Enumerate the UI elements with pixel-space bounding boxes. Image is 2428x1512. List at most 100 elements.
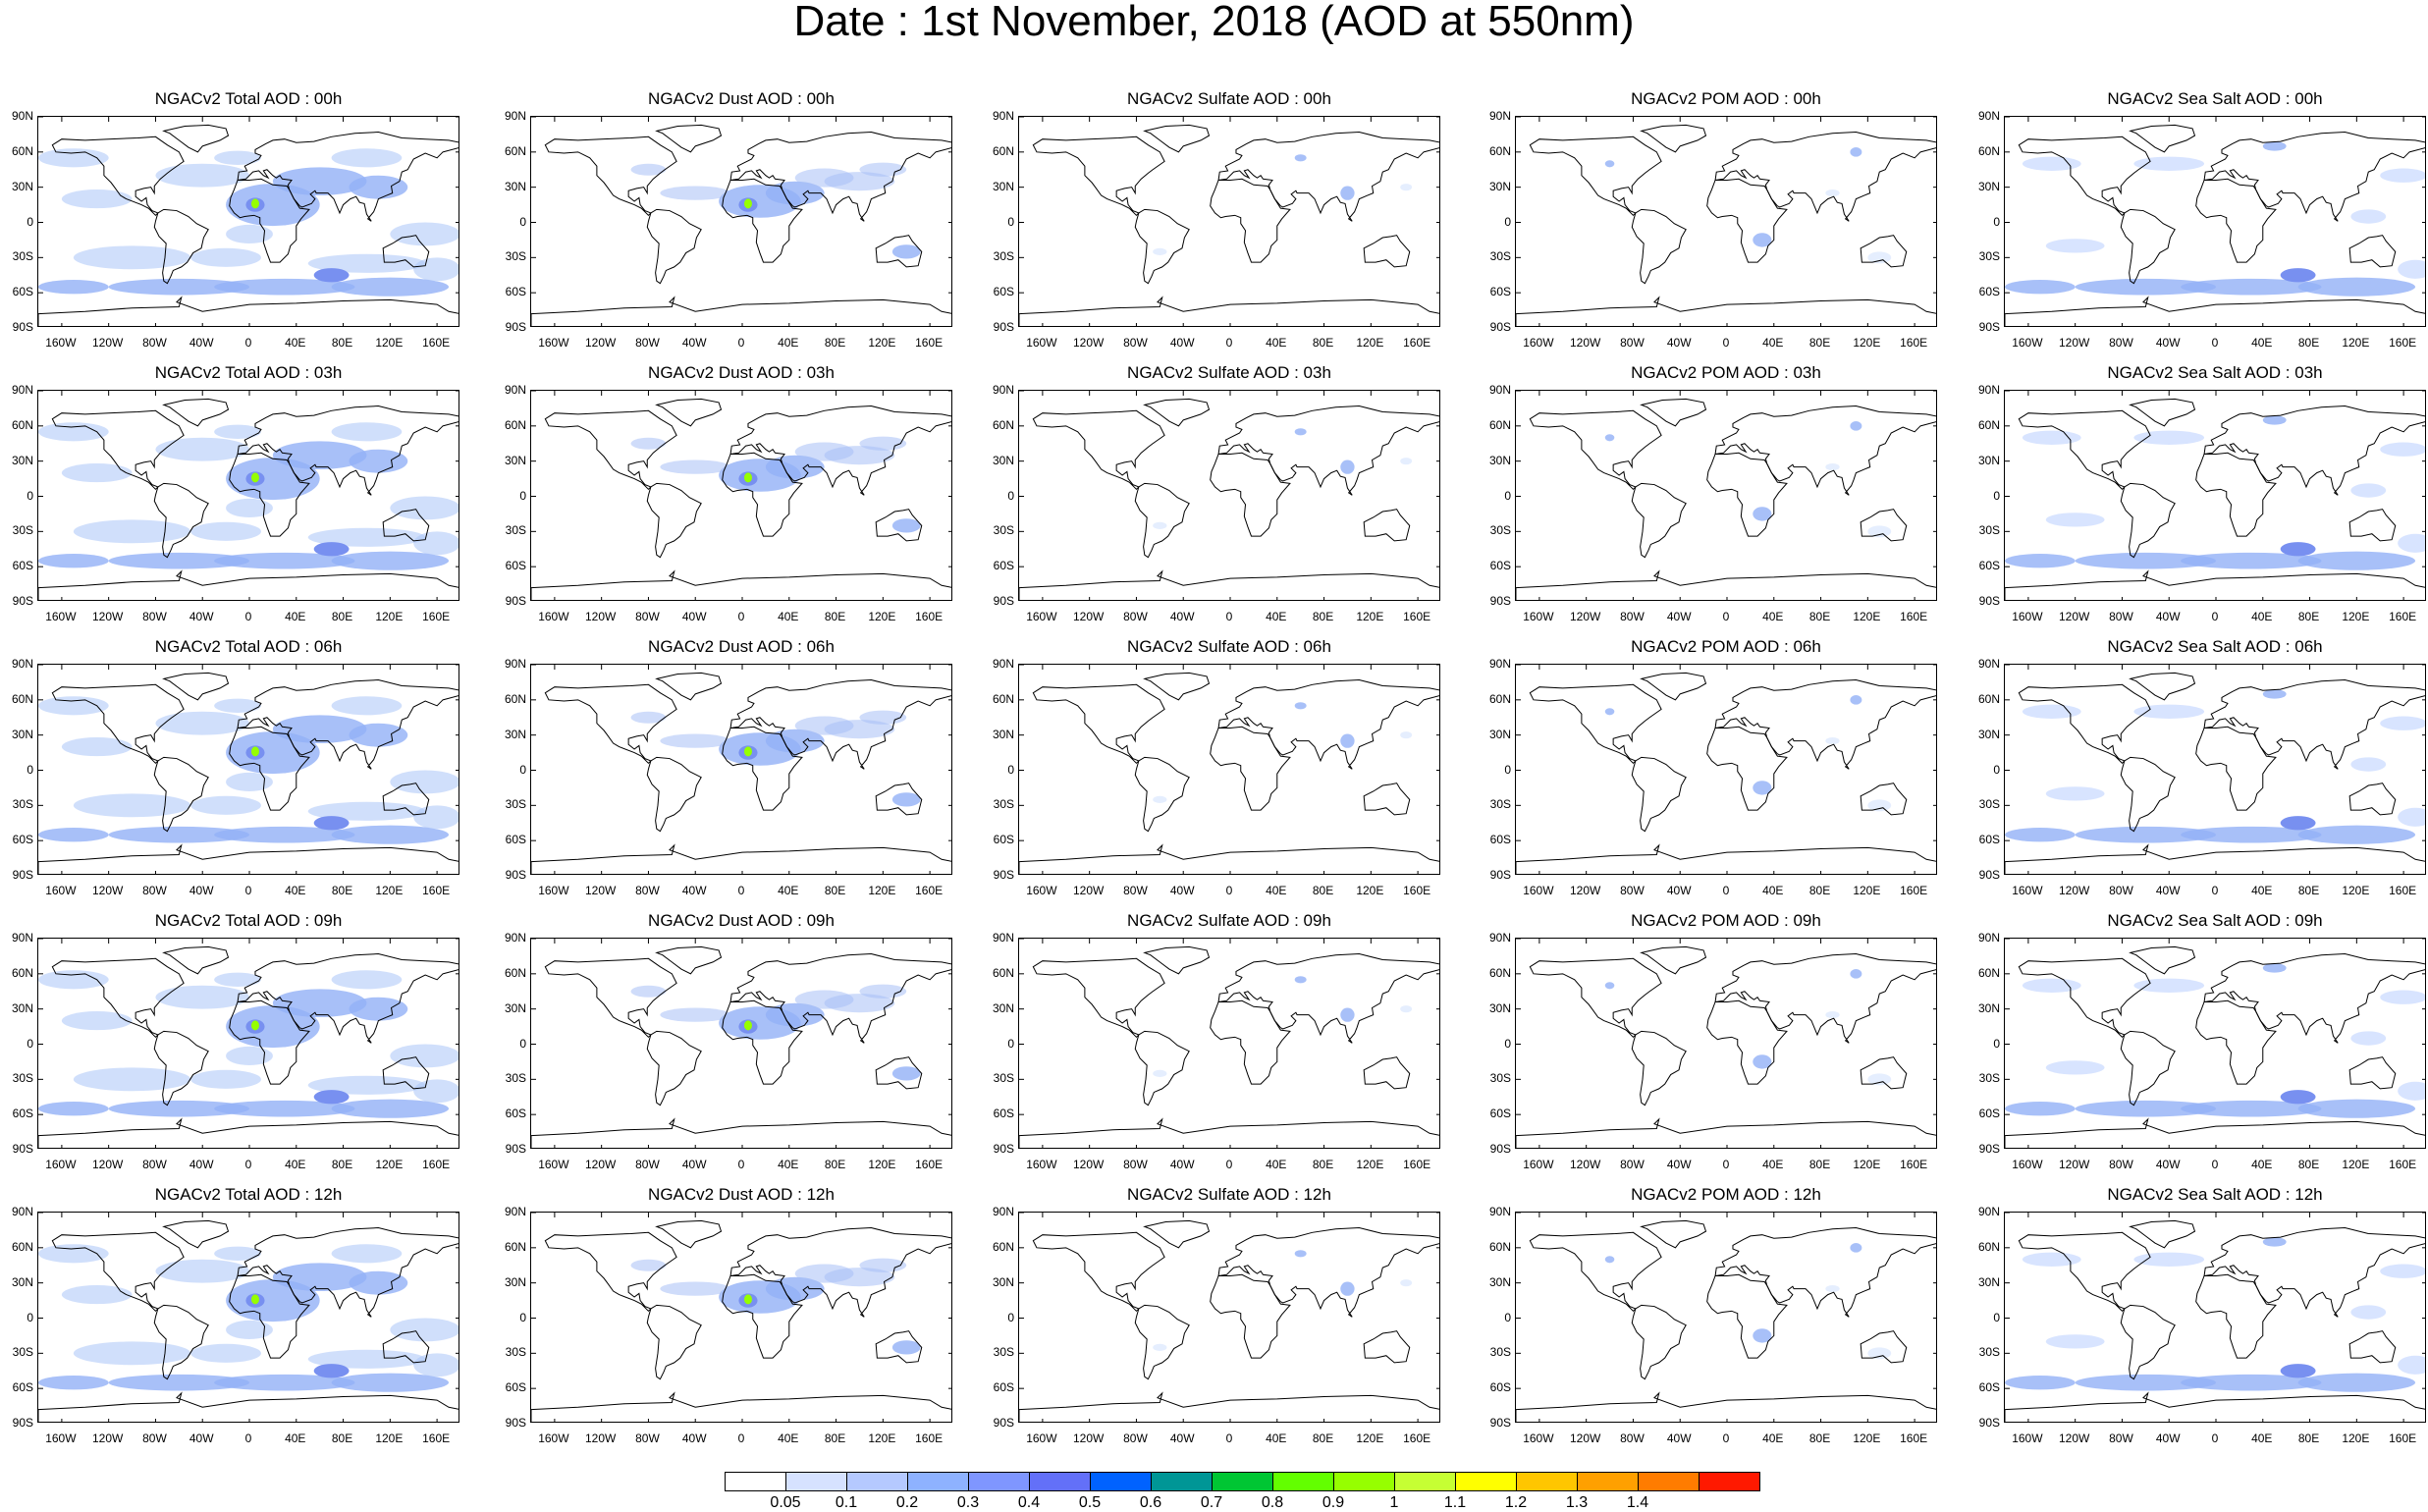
aod-field-patch	[413, 257, 459, 282]
aod-field-patch	[331, 825, 450, 844]
coastline	[2195, 452, 2277, 537]
aod-field-patch	[660, 733, 731, 748]
coastline	[1516, 296, 1936, 326]
lat-tick-label: 60N	[992, 143, 1014, 158]
aod-field-patch	[226, 184, 320, 227]
panel-title: NGACv2 POM AOD : 03h	[1631, 363, 1821, 382]
coastline	[1640, 672, 1707, 701]
map-panel-sulfate-4: NGACv2 Sulfate AOD : 12h 90N 60N 30N 0 30S 60S…	[993, 1185, 1440, 1444]
aod-field-patch	[226, 1046, 273, 1065]
lon-tick-label: 0	[2211, 1431, 2219, 1445]
aod-field-patch	[2297, 551, 2416, 570]
lat-tick-label: 30N	[992, 1000, 1014, 1015]
aod-field-patch	[2022, 1252, 2081, 1267]
lon-tick-label: 80E	[1808, 610, 1831, 623]
lon-tick-label: 160W	[45, 1158, 77, 1171]
coastline	[2195, 178, 2277, 263]
aod-map-svg	[531, 939, 951, 1148]
lon-tick-label: 80E	[1808, 1431, 1831, 1445]
lon-tick-label: 40W	[1666, 610, 1692, 623]
aod-field-patch	[413, 1353, 459, 1377]
lat-tick-label: 90S	[1489, 594, 1511, 608]
lon-tick-label: 160W	[538, 1431, 569, 1445]
lon-tick-label: 160W	[1026, 1431, 1057, 1445]
aod-field-patch	[660, 186, 731, 200]
lon-tick-label: 160W	[1026, 610, 1057, 623]
coastline	[1363, 235, 1411, 268]
coastline	[1134, 756, 1190, 833]
coastline	[2203, 405, 2425, 496]
lat-tick-label: 30S	[1489, 523, 1511, 538]
panel-title: NGACv2 Sulfate AOD : 00h	[1127, 89, 1331, 108]
colorbar-label: 0.2	[895, 1494, 919, 1511]
lat-tick-label: 90N	[504, 109, 526, 123]
lon-tick-label: 80E	[331, 336, 353, 350]
aod-map-svg	[1516, 1213, 1936, 1422]
lon-tick-label: 160W	[1523, 1431, 1554, 1445]
colorbar-label: 0.6	[1139, 1494, 1162, 1511]
lat-tick-label: 0	[1007, 1036, 1014, 1051]
aod-field-patch	[73, 1067, 191, 1092]
lat-tick-label: 30N	[992, 453, 1014, 467]
aod-field-patch	[2350, 1031, 2387, 1046]
lon-tick-label: 40E	[778, 610, 799, 623]
coastline	[2120, 482, 2176, 559]
lat-tick-label: 30N	[1977, 179, 2000, 193]
lon-tick-label: 80E	[824, 884, 846, 897]
lat-tick-label: 60N	[11, 965, 33, 980]
lon-tick-label: 80W	[1620, 884, 1645, 897]
map-panel-pom-0: NGACv2 POM AOD : 00h 90N 60N 30N 0 30S 60S 90S 1…	[1489, 89, 1937, 349]
aod-field-patch	[38, 422, 109, 442]
lat-tick-label: 60S	[993, 1107, 1014, 1121]
lon-tick-label: 120E	[2342, 884, 2370, 897]
coastline	[1631, 756, 1687, 833]
lon-tick-label: 160E	[915, 884, 944, 897]
coastline	[1706, 452, 1788, 537]
lon-tick-label: 160E	[915, 1158, 944, 1171]
aod-field-patch	[630, 985, 667, 998]
lat-tick-label: 30N	[1977, 1274, 2000, 1289]
aod-field-patch	[73, 793, 191, 818]
aod-field-patch	[1753, 781, 1772, 795]
map-panel-sulfate-2: NGACv2 Sulfate AOD : 06h 90N 60N 30N 0 30S 60S…	[993, 637, 1440, 896]
colorbar-label: 0.9	[1322, 1494, 1345, 1511]
coastline	[2195, 1273, 2277, 1359]
aod-map-svg	[2005, 1213, 2425, 1422]
lon-tick-label: 120E	[2342, 1158, 2370, 1171]
coastline	[875, 783, 923, 816]
aod-field-patch	[155, 163, 249, 188]
aod-field-patch	[2045, 513, 2105, 527]
lon-tick-label: 0	[737, 884, 745, 897]
aod-field-patch	[1294, 154, 1307, 162]
aod-field-patch	[155, 437, 249, 461]
map-area	[1018, 664, 1440, 875]
lat-tick-label: 60S	[1489, 1107, 1511, 1121]
lon-tick-label: 80W	[1620, 336, 1645, 350]
aod-field-patch	[413, 531, 459, 556]
lon-tick-label: 40W	[2155, 610, 2181, 623]
aod-field-patch	[390, 1044, 459, 1068]
lat-tick-label: 30S	[1978, 1071, 2000, 1086]
coastline	[2195, 726, 2277, 811]
lon-tick-label: 40E	[1762, 884, 1784, 897]
aod-field-patch	[38, 828, 109, 842]
lon-tick-label: 160W	[1523, 610, 1554, 623]
coastline	[2348, 509, 2397, 542]
aod-field-patch	[2380, 1264, 2425, 1278]
coastline	[544, 683, 677, 765]
lon-tick-label: 0	[244, 884, 252, 897]
map-area	[1515, 1212, 1937, 1423]
lon-tick-label: 120W	[584, 1158, 617, 1171]
lat-tick-label: 60S	[505, 1107, 526, 1121]
aod-field-patch	[108, 826, 250, 843]
coastline	[1217, 679, 1439, 770]
aod-field-patch	[61, 1285, 133, 1305]
aod-map-svg	[531, 391, 951, 600]
lon-tick-label: 80E	[1312, 1158, 1334, 1171]
lat-tick-label: 90N	[992, 931, 1014, 945]
lat-tick-label: 60N	[992, 1239, 1014, 1254]
lat-tick-label: 0	[27, 762, 33, 777]
coastline	[1714, 1227, 1936, 1318]
lon-tick-label: 40W	[2155, 884, 2181, 897]
coastline	[2120, 756, 2176, 833]
